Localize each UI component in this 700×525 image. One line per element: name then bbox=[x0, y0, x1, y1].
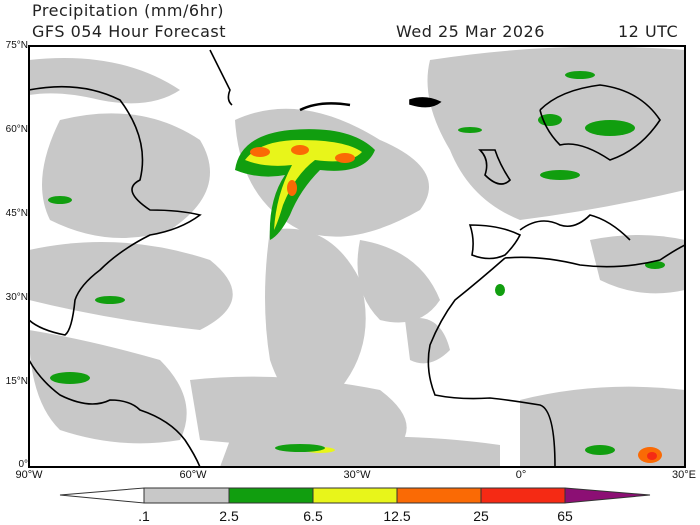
forecast-label: GFS 054 Hour Forecast bbox=[32, 22, 227, 41]
colorbar-segment-4 bbox=[396, 487, 482, 504]
colorbar-label: 6.5 bbox=[303, 508, 323, 524]
lat-label-15n: 15°N bbox=[5, 376, 28, 387]
heavy-precip-band bbox=[235, 129, 662, 463]
lon-label-0: 0° bbox=[515, 469, 527, 481]
map-frame bbox=[28, 45, 686, 468]
colorbar-label: .1 bbox=[138, 508, 150, 524]
lat-label-0: 0° bbox=[18, 459, 28, 470]
valid-date: Wed 25 Mar 2026 bbox=[396, 22, 545, 41]
colorbar-label: 2.5 bbox=[219, 508, 239, 524]
colorbar-low-triangle bbox=[59, 487, 145, 504]
colorbar bbox=[59, 487, 651, 504]
lon-label-30e: 30°E bbox=[672, 469, 696, 481]
colorbar-high-triangle bbox=[564, 487, 651, 504]
lat-label-30n: 30°N bbox=[5, 292, 28, 303]
colorbar-label: 25 bbox=[473, 508, 489, 524]
colorbar-segment-5 bbox=[480, 487, 566, 504]
colorbar-segment-3 bbox=[312, 487, 398, 504]
colorbar-segment-1 bbox=[143, 487, 230, 504]
moderate-precip-areas bbox=[48, 71, 665, 455]
coastlines bbox=[29, 49, 685, 467]
colorbar-label: 12.5 bbox=[383, 508, 411, 524]
lat-label-75n: 75°N bbox=[5, 40, 28, 51]
lat-label-60n: 60°N bbox=[5, 124, 28, 135]
colorbar-label: 65 bbox=[557, 508, 573, 524]
lat-label-45n: 45°N bbox=[5, 208, 28, 219]
lon-label-90w: 90°W bbox=[15, 469, 43, 481]
lon-label-30w: 30°W bbox=[343, 469, 371, 481]
lon-label-60w: 60°W bbox=[179, 469, 207, 481]
colorbar-segment-2 bbox=[228, 487, 314, 504]
map-title: Precipitation (mm/6hr) bbox=[32, 1, 225, 20]
valid-time: 12 UTC bbox=[618, 22, 679, 41]
